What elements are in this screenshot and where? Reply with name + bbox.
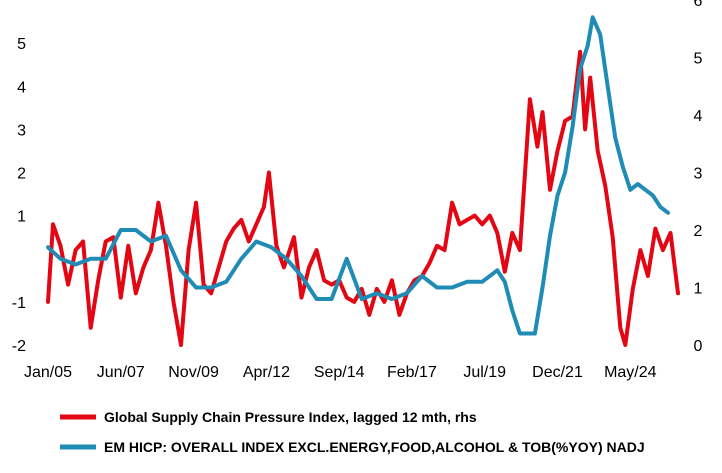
right-axis-tick-label: 4 xyxy=(694,108,703,125)
x-axis-tick-label: Feb/17 xyxy=(387,364,437,381)
x-axis-tick-label: Sep/14 xyxy=(314,364,365,381)
right-axis-tick-label: 6 xyxy=(694,0,703,10)
x-axis-tick-label: Jul/19 xyxy=(463,364,506,381)
series-layer xyxy=(46,15,680,347)
left-axis-tick-label: 3 xyxy=(17,122,26,139)
right-axis-tick-label: 2 xyxy=(694,223,703,240)
left-axis-tick-label: -1 xyxy=(12,295,26,312)
legend-label-em-hicp: EM HICP: OVERALL INDEX EXCL.ENERGY,FOOD,… xyxy=(104,439,645,455)
x-axis-tick-label: Jun/07 xyxy=(97,364,145,381)
x-axis-tick-label: May/24 xyxy=(604,364,657,381)
left-axis-ticks: -2 -1 1 2 3 4 5 xyxy=(12,36,26,355)
left-axis-tick-label: 4 xyxy=(17,79,26,96)
legend-label-gscpi: Global Supply Chain Pressure Index, lagg… xyxy=(104,409,477,425)
x-axis-ticks: Jan/05 Jun/07 Nov/09 Apr/12 Sep/14 Feb/17 Jul/… xyxy=(24,364,657,381)
left-axis-tick-label: 1 xyxy=(17,209,26,226)
right-axis-tick-label: 1 xyxy=(694,281,703,298)
series-line-gscpi xyxy=(46,49,680,347)
right-axis-tick-label: 5 xyxy=(694,51,703,68)
x-axis-tick-label: Jan/05 xyxy=(24,364,72,381)
left-axis-tick-label: 5 xyxy=(17,36,26,53)
right-axis-tick-label: 0 xyxy=(694,338,703,355)
legend: Global Supply Chain Pressure Index, lagg… xyxy=(60,409,645,455)
x-axis-tick-label: Apr/12 xyxy=(243,364,290,381)
right-axis-tick-label: 3 xyxy=(694,166,703,183)
x-axis-tick-label: Nov/09 xyxy=(168,364,219,381)
left-axis-tick-label: 2 xyxy=(17,166,26,183)
right-axis-ticks: 0 1 2 3 4 5 6 xyxy=(694,0,703,355)
x-axis-tick-label: Dec/21 xyxy=(532,364,583,381)
left-axis-tick-label: -2 xyxy=(12,338,26,355)
series-line-em-hicp xyxy=(46,15,670,336)
